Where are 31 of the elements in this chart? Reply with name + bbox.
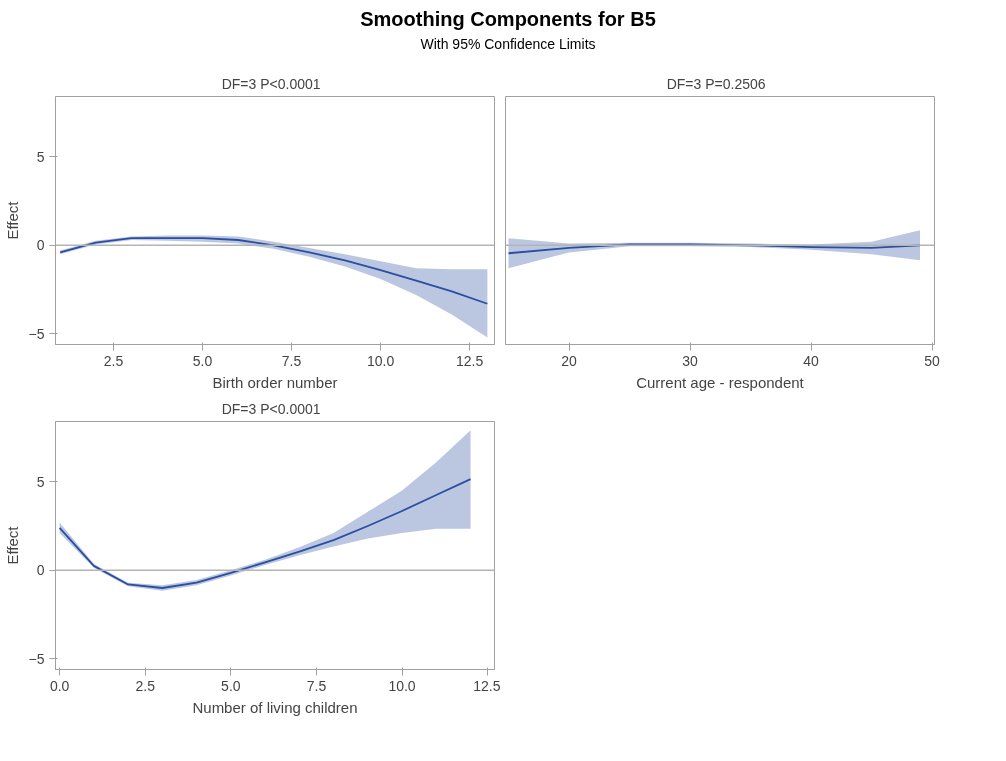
text: Smoothing Components for B5: [359, 7, 657, 32]
y-axis-title: Effect: [3, 525, 21, 565]
y-tick-label: −5: [28, 325, 45, 342]
y-tick-label: 0: [36, 562, 45, 579]
x-tick-label: 2.5: [135, 677, 156, 694]
x-tick-label: 5.0: [192, 352, 213, 369]
x-tick-label: 30: [682, 352, 699, 369]
x-tick-label: 12.5: [473, 677, 501, 694]
x-tick-label: 10.0: [366, 352, 395, 369]
x-axis-title: Number of living children: [192, 698, 358, 716]
x-tick-label: 50: [924, 352, 941, 369]
y-tick-label: −5: [28, 650, 45, 667]
x-axis-title: Current age - respondent: [636, 373, 805, 391]
x-axis-title: Birth order number: [212, 373, 338, 391]
chart-title: DF=3 P=0.2506: [666, 75, 766, 92]
x-tick-label: 5.0: [221, 677, 241, 694]
text: With 95% Confidence Limits: [419, 34, 597, 54]
chart-title: DF=3 P<0.0001: [221, 400, 321, 417]
x-tick-label: 12.5: [455, 352, 484, 369]
x-tick-label: 40: [803, 352, 820, 369]
x-tick-label: 2.5: [103, 352, 124, 369]
y-axis-title: Effect: [3, 200, 21, 240]
y-tick-label: 5: [36, 148, 45, 165]
x-tick-label: 10.0: [388, 677, 416, 694]
x-tick-label: 20: [561, 352, 578, 369]
x-tick-label: 0.0: [49, 677, 70, 694]
x-tick-label: 7.5: [306, 677, 327, 694]
y-tick-label: 0: [36, 237, 45, 254]
y-tick-label: 5: [36, 473, 45, 490]
chart-title: DF=3 P<0.0001: [221, 75, 321, 92]
x-tick-label: 7.5: [281, 352, 302, 369]
